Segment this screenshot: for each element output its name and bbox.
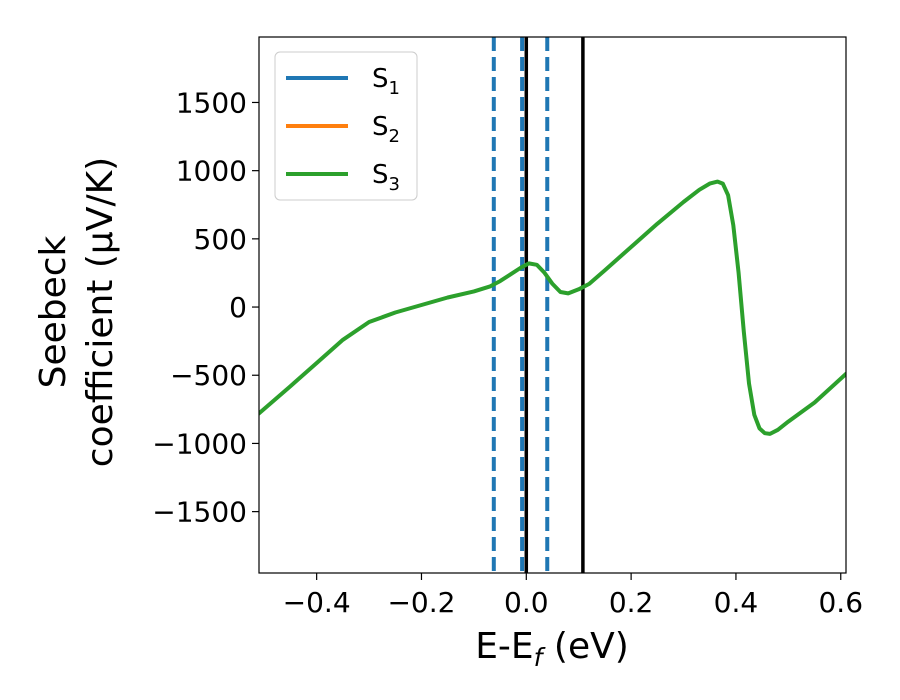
x-tick-label: 0.6 [818,586,863,619]
plot-frame [258,36,847,574]
y-tick-label: 1000 [176,155,247,188]
y-tick-label: 500 [194,223,247,256]
x-title-tail: (eV) [542,626,628,667]
series-lines [259,179,846,436]
y-tick-label: 0 [229,291,247,324]
x-axis-ticks: −0.4 −0.2 0.0 0.2 0.4 0.6 [283,573,863,619]
y-tick-label: −1000 [152,427,247,460]
legend-label: S2 [372,112,400,147]
legend-label: S1 [372,64,400,99]
x-axis-title: E-Ef (eV) [475,626,629,672]
x-title-main: E-E [475,626,533,667]
legend-entry-S1: S1 [286,64,400,99]
legend-label: S3 [372,160,400,195]
x-tick-label: 0.0 [504,586,549,619]
legend-entry-S2: S2 [286,112,400,147]
y-tick-label: −1500 [152,496,247,529]
y-axis-title-line2: coefficient (μV/K) [80,157,121,467]
series-line-S3 [259,179,846,436]
legend: S1 S2 S3 [274,51,418,201]
legend-entry-S3: S3 [286,160,400,195]
reference-lines [491,37,585,573]
x-tick-label: −0.4 [283,586,351,619]
x-tick-label: 0.2 [609,586,654,619]
x-tick-label: 0.4 [714,586,759,619]
y-axis-title-line1: Seebeck [33,235,74,388]
y-tick-label: 1500 [176,86,247,119]
y-axis-title: Seebeck coefficient (μV/K) [33,157,121,467]
x-tick-label: −0.2 [387,586,455,619]
y-tick-label: −500 [170,359,247,392]
y-axis-ticks: −1500 −1000 −500 0 500 1000 1500 [152,86,259,529]
